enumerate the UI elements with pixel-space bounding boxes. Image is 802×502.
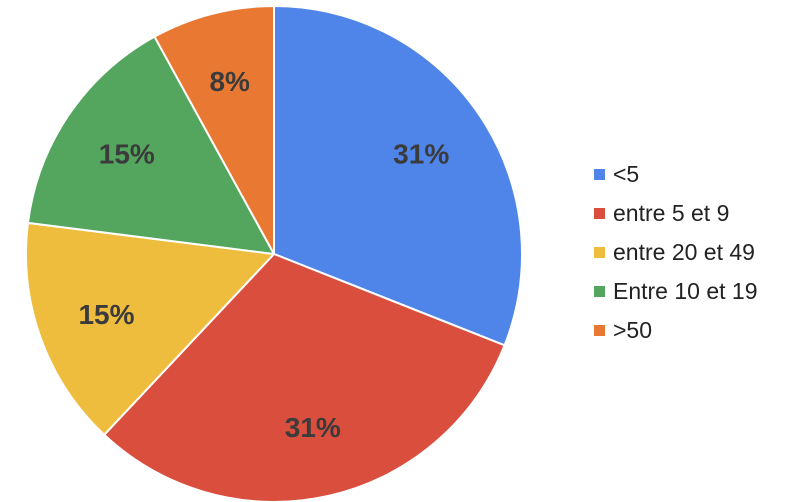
legend-swatch-0 [594, 169, 605, 180]
legend-item-2: entre 20 et 49 [594, 233, 758, 272]
pie-slice-3 [26, 35, 275, 255]
slice-label-4: 8% [209, 66, 250, 97]
pie-slice-0 [273, 5, 523, 347]
legend-label-2: entre 20 et 49 [613, 239, 755, 265]
slice-label-3: 15% [99, 138, 155, 169]
legend-label-4: >50 [613, 317, 653, 343]
slices-group [25, 5, 523, 502]
legend-item-0: <5 [594, 155, 758, 194]
legend-swatch-4 [594, 325, 605, 336]
pie-slice-2 [25, 221, 275, 436]
legend-item-3: Entre 10 et 19 [594, 272, 758, 311]
slice-label-2: 15% [78, 299, 134, 330]
legend-item-1: entre 5 et 9 [594, 194, 758, 233]
legend-swatch-3 [594, 286, 605, 297]
legend-item-4: >50 [594, 311, 758, 350]
legend-label-3: Entre 10 et 19 [613, 278, 758, 304]
slice-labels-group: 31% 31% 15% 15% 8% [78, 66, 449, 443]
pie-slice-1 [103, 253, 506, 502]
legend: <5 entre 5 et 9 entre 20 et 49 Entre 10 et … [594, 155, 758, 350]
legend-swatch-1 [594, 208, 605, 219]
slice-label-1: 31% [285, 412, 341, 443]
pie-slice-4 [153, 5, 275, 255]
legend-label-0: <5 [613, 161, 640, 187]
legend-swatch-2 [594, 247, 605, 258]
legend-label-1: entre 5 et 9 [613, 200, 730, 226]
slice-label-0: 31% [393, 138, 449, 169]
